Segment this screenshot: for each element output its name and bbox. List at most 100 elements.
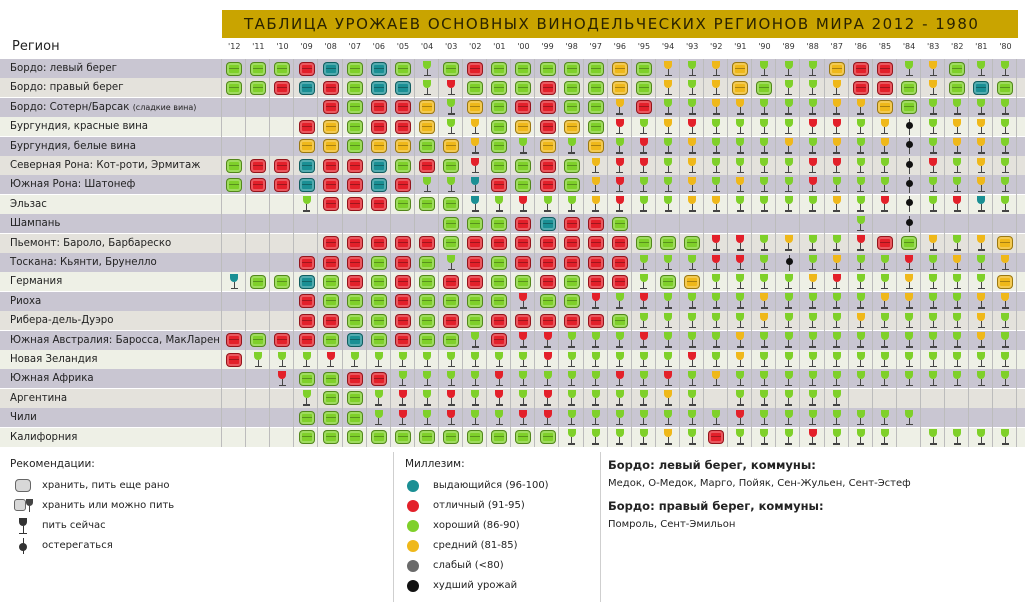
year-label: '89: [782, 42, 795, 51]
vintage-cell: [511, 369, 536, 388]
wine-glass-icon: [567, 332, 577, 348]
vintage-cell: [415, 408, 440, 427]
region-label: Южная Австралия: Баросса, МакЛарен: [10, 331, 220, 350]
year-label: '11: [252, 42, 265, 51]
vintage-cell: [897, 175, 922, 194]
wine-glass-icon: [832, 118, 842, 135]
wine-glass-icon: [832, 254, 842, 271]
year-label: '95: [637, 42, 651, 51]
vintage-cell: [897, 195, 922, 214]
barrel-icon: [370, 255, 387, 270]
vintage-cell: [993, 253, 1018, 272]
wine-glass-icon: [808, 176, 818, 193]
vintage-cell: [439, 272, 464, 291]
wine-glass-icon: [976, 235, 986, 251]
vintage-cell: [463, 195, 488, 214]
barrel-icon: [515, 119, 532, 134]
region-row: Эльзас: [0, 194, 1025, 214]
vintage-cell: [656, 350, 681, 369]
wine-glass-icon: [518, 409, 528, 426]
wine-glass-icon: [302, 196, 312, 212]
region-label: Рибера-дель-Дуэро: [10, 311, 113, 330]
wine-glass-icon: [976, 157, 986, 174]
vintage-cell: [849, 117, 874, 136]
barrel-icon: [298, 430, 315, 445]
wine-glass-icon: [591, 370, 601, 387]
grid-line: [992, 59, 994, 447]
wine-glass-icon: [856, 370, 866, 387]
wine-glass-icon: [639, 176, 649, 193]
barrel-icon: [370, 197, 387, 212]
vintage-cell: [608, 214, 633, 233]
vintage-cell: [463, 253, 488, 272]
legend-divider: [393, 452, 394, 602]
vintage-cell: [559, 253, 584, 272]
wine-glass-icon: [615, 390, 625, 406]
vintage-cell: [800, 156, 825, 175]
wine-glass-icon: [687, 60, 697, 77]
vintage-cell: [318, 331, 343, 350]
vintage-cell: [680, 428, 705, 447]
vintage-cell: [415, 311, 440, 330]
barrel-icon: [539, 139, 556, 154]
wine-glass-icon: [470, 196, 480, 212]
vintage-cell: [367, 117, 392, 136]
barrel-icon: [346, 177, 363, 192]
vintage-cell: [969, 175, 994, 194]
vintage-cell: [873, 253, 898, 272]
grid-line: [727, 59, 729, 447]
vintage-cell: [945, 428, 970, 447]
barrel-icon: [443, 430, 460, 445]
wine-glass-icon: [735, 312, 745, 329]
barrel-icon: [539, 313, 556, 328]
vintage-cell: [993, 234, 1018, 253]
wine-glass-icon: [422, 370, 432, 387]
vintage-cell: [535, 117, 560, 136]
vintage-cell: [463, 311, 488, 330]
wine-glass-icon: [904, 254, 914, 271]
vintage-cell: [704, 369, 729, 388]
vintage-cell: [559, 137, 584, 156]
vintage-cell: [511, 428, 536, 447]
wine-glass-icon: [615, 409, 625, 426]
wine-glass-icon: [784, 60, 794, 77]
vintage-cell: [945, 292, 970, 311]
barrel-icon: [491, 236, 508, 251]
wine-glass-icon: [229, 273, 239, 290]
vintage-cell: [391, 253, 416, 272]
wine-glass-icon: [518, 138, 528, 154]
vintage-cell: [921, 311, 946, 330]
vintage-cell: [511, 389, 536, 408]
region-name: Южная Африка: [10, 373, 94, 385]
vintage-cell: [222, 59, 247, 78]
vintage-cell: [873, 408, 898, 427]
vintage-cell: [656, 137, 681, 156]
wine-glass-icon: [735, 370, 745, 387]
vintage-cell: [294, 428, 319, 447]
wine-glass-icon: [591, 409, 601, 426]
wine-glass-icon: [302, 351, 312, 368]
barrel-icon: [587, 216, 604, 231]
vintage-cell: [873, 98, 898, 117]
vintage-cell: [439, 253, 464, 272]
vintage-cell: [704, 78, 729, 97]
vintage-cell: [849, 98, 874, 117]
wine-glass-icon: [735, 390, 745, 406]
region-label: Бордо: правый берег: [10, 78, 124, 97]
wine-glass-icon: [1000, 176, 1010, 193]
vintage-cell: [873, 331, 898, 350]
wine-glass-icon: [759, 118, 769, 135]
vintage-cell: [632, 311, 657, 330]
grid-line: [486, 59, 488, 447]
region-row: Южная Австралия: Баросса, МакЛарен: [0, 330, 1025, 350]
vintage-cell: [776, 137, 801, 156]
vintage-cell: [222, 350, 247, 369]
wine-glass-icon: [808, 351, 818, 368]
vintage-cell: [825, 156, 850, 175]
vintage-cell: [559, 195, 584, 214]
grid-line: [221, 59, 222, 447]
grid-line: [365, 59, 367, 447]
wine-glass-icon: [832, 79, 842, 96]
barrel-icon: [587, 80, 604, 95]
barrel-icon: [394, 139, 411, 154]
